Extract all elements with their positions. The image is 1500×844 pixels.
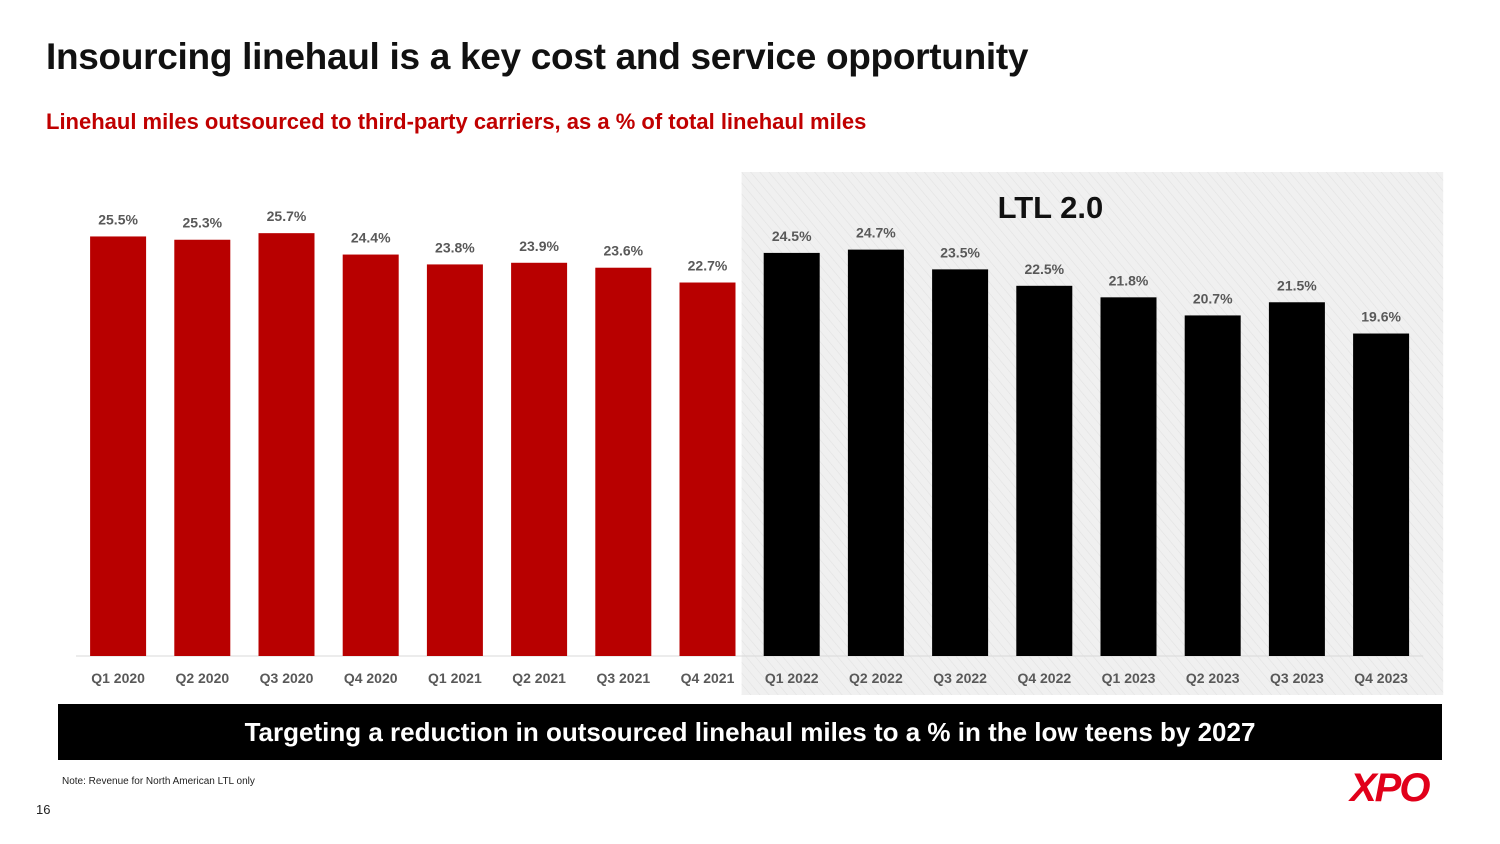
x-tick-label: Q2 2021 <box>512 670 566 686</box>
x-tick-label: Q2 2022 <box>849 670 903 686</box>
bar-q2-2023 <box>1184 315 1241 656</box>
bar-q4-2020 <box>342 254 399 656</box>
x-tick-label: Q1 2020 <box>91 670 145 686</box>
slide-title: Insourcing linehaul is a key cost and se… <box>46 36 1029 77</box>
bar-q3-2020 <box>258 233 315 656</box>
x-tick-label: Q4 2022 <box>1017 670 1071 686</box>
x-tick-label: Q3 2021 <box>596 670 650 686</box>
x-tick-label: Q1 2021 <box>428 670 482 686</box>
bar-q4-2022 <box>1016 285 1073 656</box>
data-label: 21.5% <box>1277 277 1317 293</box>
x-tick-label: Q1 2022 <box>765 670 819 686</box>
x-tick-label: Q2 2023 <box>1186 670 1240 686</box>
ltl-2-highlight-region <box>741 172 1444 695</box>
bar-q4-2023 <box>1353 333 1410 656</box>
data-label: 24.5% <box>772 228 812 244</box>
bar-q2-2020 <box>174 239 231 656</box>
xpo-logo-text: XPO <box>1348 766 1430 806</box>
bar-q4-2021 <box>679 282 736 656</box>
target-banner: Targeting a reduction in outsourced line… <box>58 704 1442 760</box>
x-tick-label: Q3 2023 <box>1270 670 1324 686</box>
data-label: 25.3% <box>182 215 222 231</box>
x-tick-label: Q3 2020 <box>260 670 314 686</box>
page-number: 16 <box>36 802 51 817</box>
footnote: Note: Revenue for North American LTL onl… <box>62 776 255 787</box>
bar-q2-2022 <box>847 249 904 656</box>
bar-q1-2020 <box>90 236 147 656</box>
data-label: 22.5% <box>1024 261 1064 277</box>
data-label: 25.5% <box>98 211 138 227</box>
bar-q1-2023 <box>1100 297 1157 656</box>
xpo-logo: XPO <box>1348 766 1432 806</box>
data-label: 23.6% <box>603 243 643 259</box>
data-label: 23.9% <box>519 238 559 254</box>
x-tick-label: Q4 2021 <box>681 670 735 686</box>
data-label: 22.7% <box>688 258 728 274</box>
bar-q2-2021 <box>511 262 568 656</box>
chart-subtitle: Linehaul miles outsourced to third-party… <box>46 109 867 134</box>
bar-q3-2021 <box>595 267 652 656</box>
data-label: 23.5% <box>940 244 980 260</box>
bar-chart: LTL 2.0 25.5% Q1 2020 25.3% Q2 2020 25.7% Q3 … <box>76 172 1444 695</box>
data-label: 20.7% <box>1193 290 1233 306</box>
x-tick-label: Q2 2020 <box>175 670 229 686</box>
x-tick-label: Q3 2022 <box>933 670 987 686</box>
data-label: 21.8% <box>1109 272 1149 288</box>
x-tick-label: Q4 2020 <box>344 670 398 686</box>
bar-q1-2021 <box>426 264 483 656</box>
data-label: 19.6% <box>1361 309 1401 325</box>
bar-q1-2022 <box>763 252 820 656</box>
ltl-2-region-label: LTL 2.0 <box>998 190 1104 225</box>
data-label: 24.7% <box>856 225 896 241</box>
x-tick-label: Q1 2023 <box>1102 670 1156 686</box>
data-label: 25.7% <box>267 208 307 224</box>
x-tick-label: Q4 2023 <box>1354 670 1408 686</box>
bar-q3-2022 <box>932 269 989 656</box>
data-label: 24.4% <box>351 230 391 246</box>
bar-q3-2023 <box>1268 302 1325 656</box>
data-label: 23.8% <box>435 239 475 255</box>
